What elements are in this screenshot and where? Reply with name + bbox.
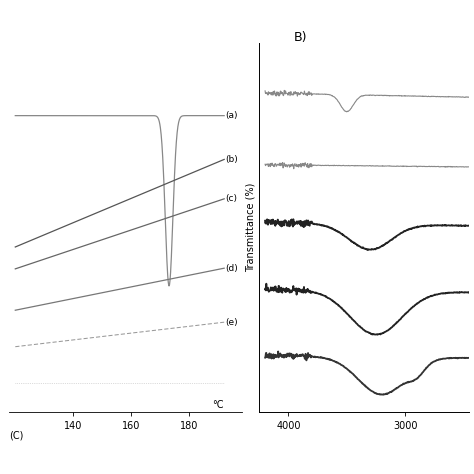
Text: (e): (e) — [225, 318, 237, 327]
Text: (c): (c) — [225, 194, 237, 203]
Y-axis label: Transmittance (%): Transmittance (%) — [245, 183, 255, 272]
Text: (d): (d) — [225, 264, 237, 273]
Text: (C): (C) — [9, 431, 24, 441]
Text: (a): (a) — [225, 111, 237, 120]
Text: (b): (b) — [225, 155, 237, 164]
Text: B): B) — [294, 31, 308, 44]
Text: °C: °C — [212, 400, 224, 410]
